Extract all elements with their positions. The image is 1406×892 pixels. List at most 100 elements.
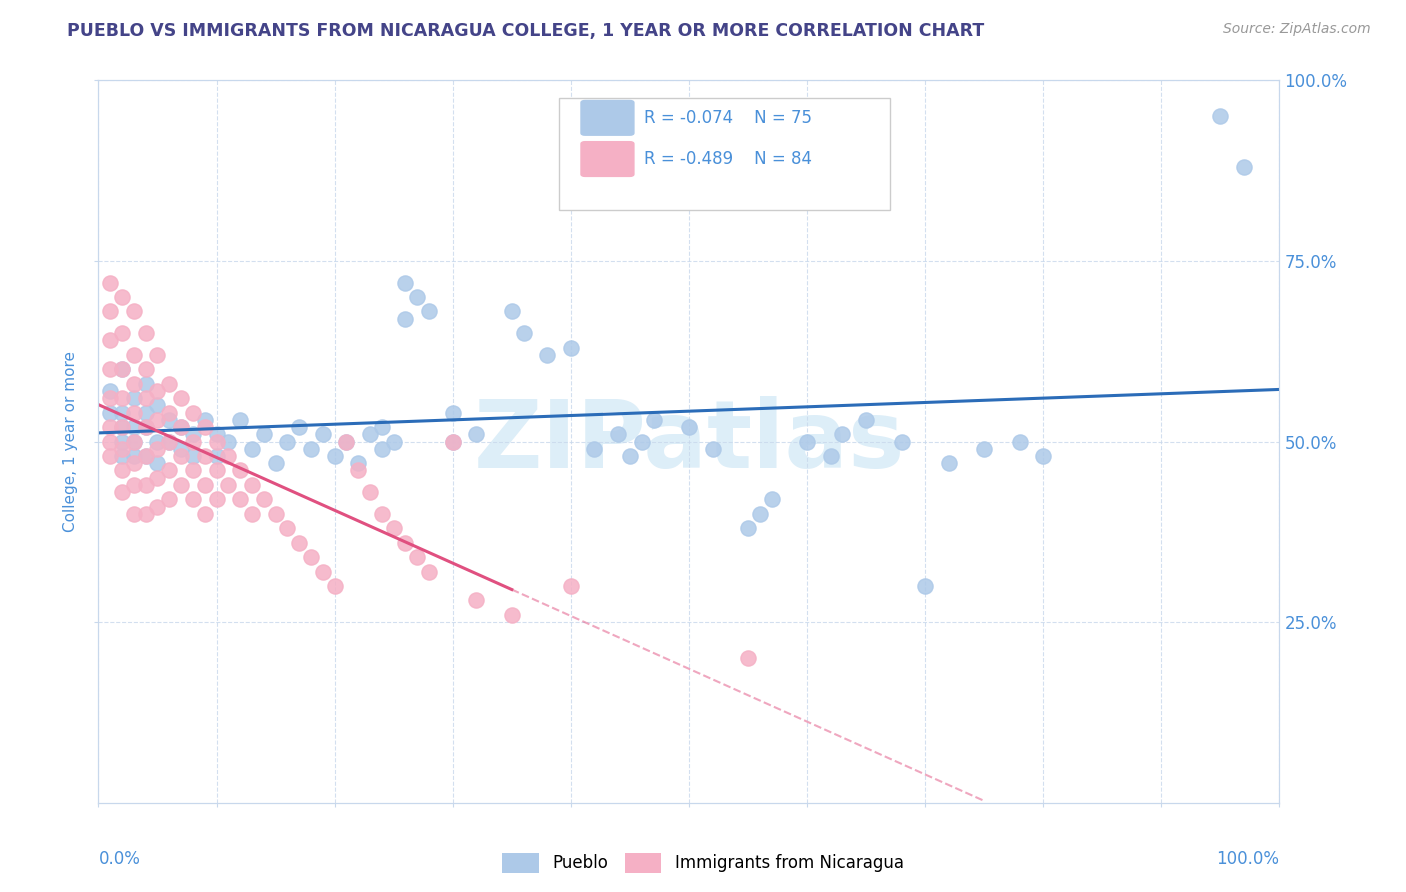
Point (146, 384, 169, 398)
Point (312, 427, 335, 442)
Point (229, 492, 252, 507)
Point (194, 413, 217, 427)
Point (299, 442, 322, 456)
Point (194, 420, 217, 434)
Point (288, 420, 311, 434)
Point (181, 427, 204, 442)
Point (98, 449, 121, 463)
Point (122, 348, 145, 362)
Point (761, 492, 783, 507)
Point (111, 449, 134, 463)
Point (111, 362, 134, 376)
Point (135, 376, 157, 391)
Point (217, 449, 239, 463)
Point (146, 500, 169, 514)
Point (371, 507, 394, 521)
Point (205, 463, 228, 477)
Point (146, 413, 169, 427)
Point (323, 449, 346, 463)
Point (146, 348, 169, 362)
Point (194, 507, 217, 521)
FancyBboxPatch shape (581, 100, 634, 136)
Point (205, 427, 228, 442)
Point (111, 420, 134, 434)
Point (335, 434, 357, 449)
Legend: Pueblo, Immigrants from Nicaragua: Pueblo, Immigrants from Nicaragua (495, 847, 911, 880)
Point (560, 341, 582, 355)
Point (288, 535, 311, 549)
Point (122, 434, 145, 449)
Point (157, 376, 180, 391)
Point (264, 456, 287, 470)
Point (135, 507, 157, 521)
Point (607, 427, 630, 442)
Point (111, 463, 134, 477)
Point (146, 434, 169, 449)
Point (1008, 434, 1031, 449)
Point (205, 492, 228, 507)
Point (146, 456, 169, 470)
Point (441, 406, 464, 420)
Point (276, 521, 298, 535)
Point (312, 565, 335, 579)
Point (299, 550, 322, 565)
Point (418, 565, 440, 579)
Point (831, 427, 853, 442)
Point (465, 593, 488, 607)
Point (170, 449, 193, 463)
Point (181, 434, 204, 449)
Point (98, 362, 121, 376)
Text: R = -0.074    N = 75: R = -0.074 N = 75 (644, 109, 813, 127)
Point (170, 420, 193, 434)
Point (98, 391, 121, 405)
Point (371, 442, 394, 456)
Text: R = -0.489    N = 84: R = -0.489 N = 84 (644, 150, 813, 168)
Point (240, 478, 263, 492)
Point (253, 492, 276, 507)
Point (111, 362, 134, 376)
Point (1233, 160, 1256, 174)
Point (205, 434, 228, 449)
Point (359, 427, 381, 442)
Point (170, 391, 193, 405)
Point (737, 651, 759, 665)
Point (111, 290, 134, 304)
Point (170, 478, 193, 492)
Text: 0.0%: 0.0% (98, 850, 141, 868)
Point (890, 434, 912, 449)
Point (229, 463, 252, 477)
Point (98, 420, 121, 434)
Point (217, 478, 239, 492)
Point (820, 449, 842, 463)
Point (371, 420, 394, 434)
Point (217, 434, 239, 449)
Point (394, 276, 416, 290)
Point (181, 492, 204, 507)
Point (441, 434, 464, 449)
Point (264, 507, 287, 521)
Point (194, 478, 217, 492)
Point (560, 579, 582, 593)
Text: Source: ZipAtlas.com: Source: ZipAtlas.com (1223, 22, 1371, 37)
Point (702, 442, 724, 456)
Point (347, 456, 370, 470)
Point (406, 550, 429, 565)
Point (619, 449, 641, 463)
Point (205, 449, 228, 463)
Point (1032, 449, 1054, 463)
Point (111, 434, 134, 449)
FancyBboxPatch shape (581, 141, 634, 178)
FancyBboxPatch shape (560, 98, 890, 211)
Point (98, 406, 121, 420)
Point (335, 434, 357, 449)
Point (98, 334, 121, 348)
Point (240, 507, 263, 521)
Point (914, 579, 936, 593)
Point (111, 420, 134, 434)
Point (111, 391, 134, 405)
Point (737, 521, 759, 535)
Point (122, 449, 145, 463)
Point (157, 413, 180, 427)
Point (240, 442, 263, 456)
Text: ZIPatlas: ZIPatlas (474, 395, 904, 488)
